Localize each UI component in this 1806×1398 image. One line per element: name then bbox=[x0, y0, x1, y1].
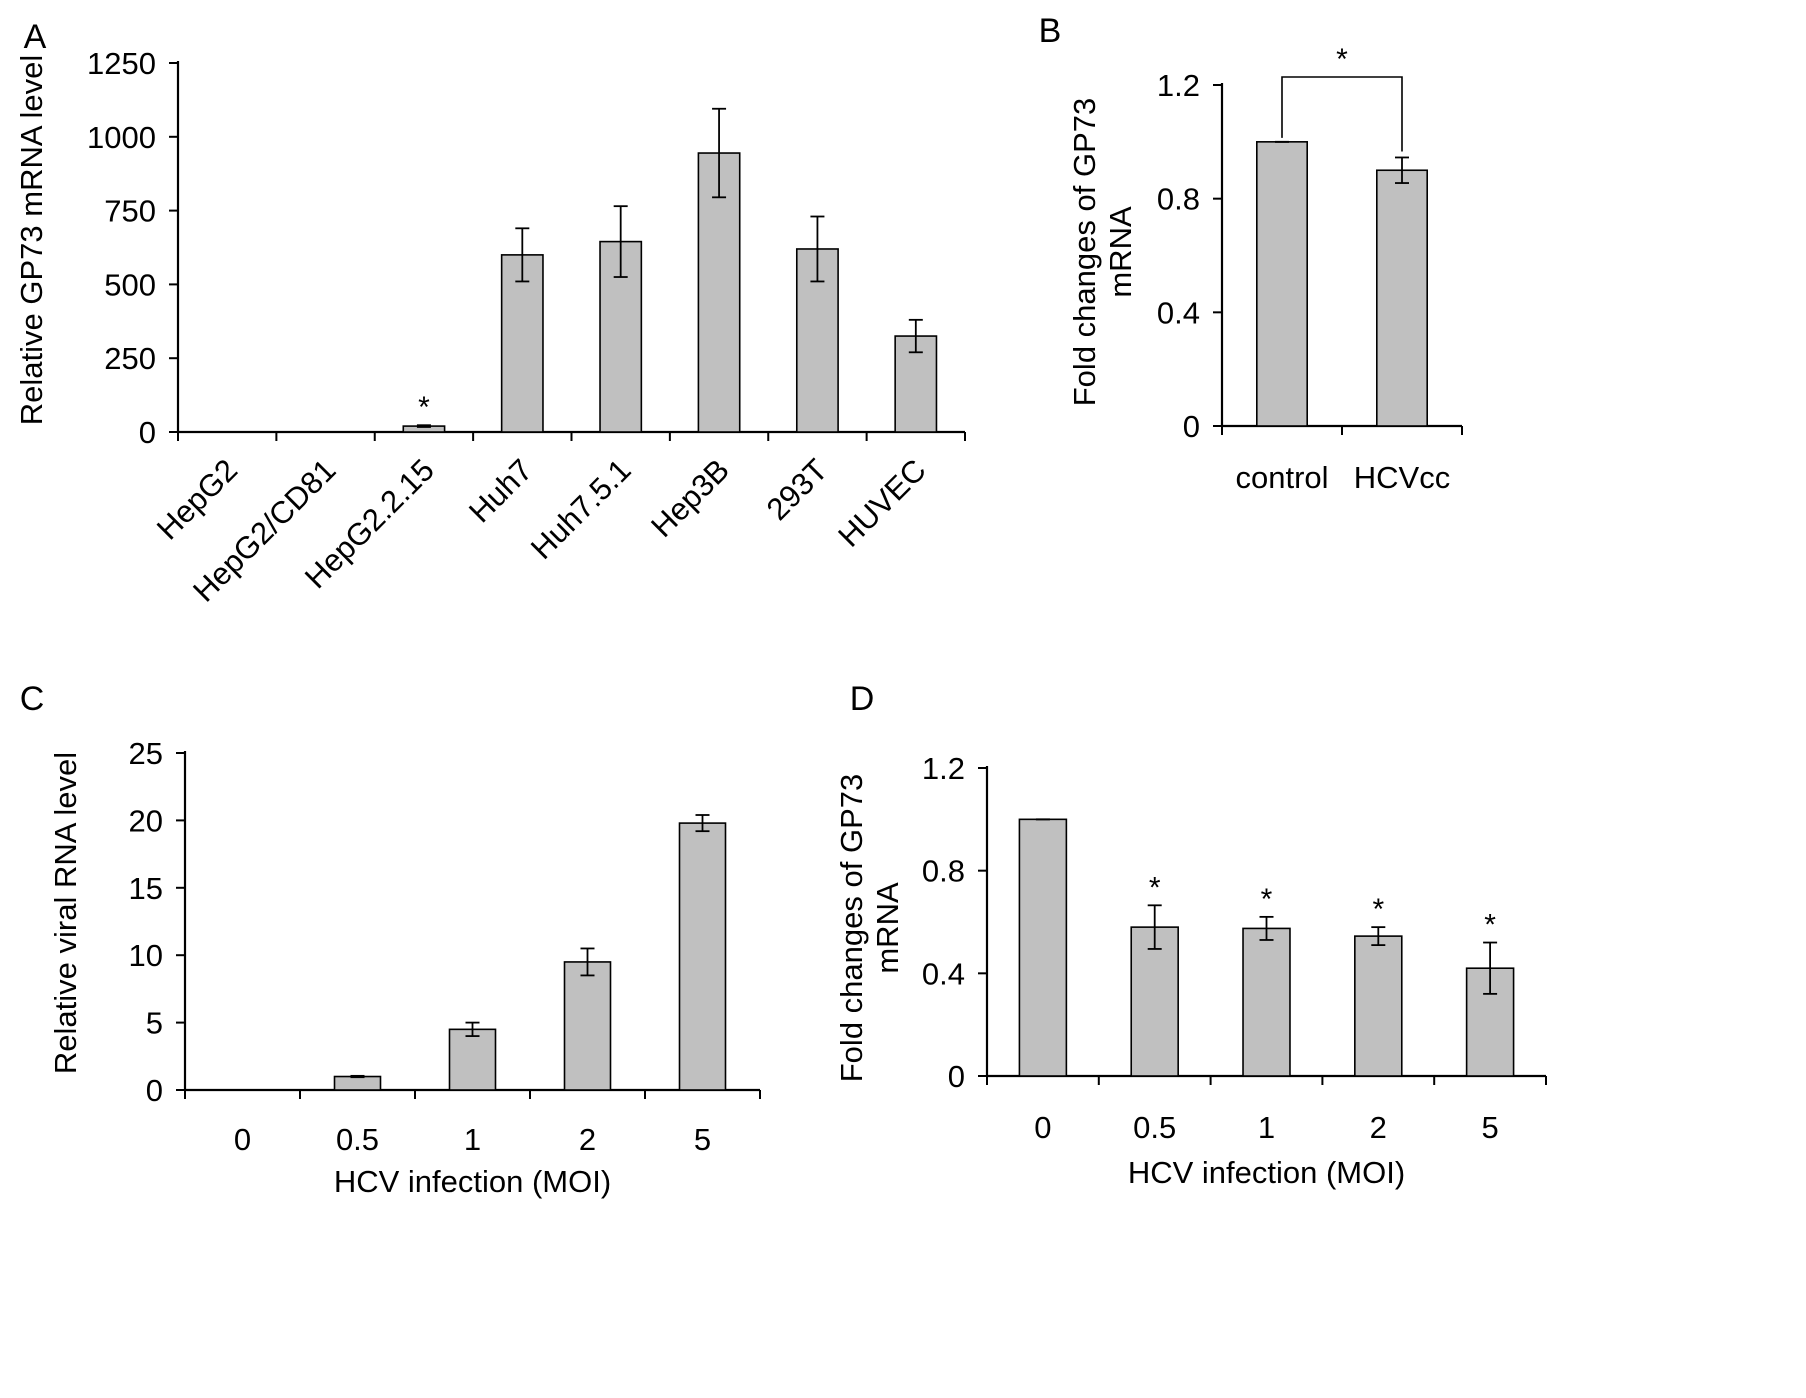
x-tick-label: 1 bbox=[464, 1122, 481, 1157]
x-tick-label: Huh7.5.1 bbox=[524, 452, 638, 566]
y-tick-label: 0 bbox=[948, 1059, 965, 1094]
y-axis-title: Relative GP73 mRNA level bbox=[14, 55, 49, 425]
panel-b-chart: B 0 0.4 0.8 1.2 control HCVcc * Fold changes of … bbox=[1039, 12, 1463, 495]
panel-d-chart: D 0 0.4 0.8 1.2 0 0.5 1 2 5 * * * * Fold changes of GP… bbox=[834, 680, 1547, 1190]
x-tick-label: Hep3B bbox=[644, 452, 736, 544]
y-tick-label: 250 bbox=[104, 341, 156, 376]
y-tick-label: 25 bbox=[129, 736, 163, 771]
y-tick-label: 5 bbox=[146, 1006, 163, 1041]
x-tick-label: 0 bbox=[234, 1122, 251, 1157]
significance-star: * bbox=[1261, 883, 1273, 916]
y-axis-title-line-2: mRNA bbox=[1103, 206, 1138, 298]
x-tick-label: 2 bbox=[579, 1122, 596, 1157]
x-tick-label: 2 bbox=[1370, 1110, 1387, 1145]
bar bbox=[1130, 926, 1179, 1077]
bar bbox=[1354, 935, 1403, 1077]
y-tick-label: 15 bbox=[129, 871, 163, 906]
x-axis-title: HCV infection (MOI) bbox=[1128, 1155, 1405, 1190]
bar bbox=[1242, 927, 1291, 1077]
bar bbox=[697, 152, 741, 433]
x-axis-title: HCV infection (MOI) bbox=[334, 1164, 611, 1199]
y-tick-label: 1250 bbox=[87, 46, 156, 81]
y-axis-title: Fold changes of GP73mRNA bbox=[834, 774, 905, 1082]
y-tick-label: 0 bbox=[139, 415, 156, 450]
y-axis-title: Fold changes of GP73mRNA bbox=[1067, 98, 1138, 406]
x-tick-label: HCVcc bbox=[1354, 460, 1450, 495]
x-tick-label: 5 bbox=[1481, 1110, 1498, 1145]
x-tick-label: 0.5 bbox=[1133, 1110, 1176, 1145]
significance-star: * bbox=[1149, 871, 1161, 904]
y-tick-label: 500 bbox=[104, 267, 156, 302]
x-tick-label: HUVEC bbox=[831, 452, 932, 553]
significance-bracket bbox=[1281, 76, 1403, 152]
y-axis-title-line-1: Fold changes of GP73 bbox=[1067, 98, 1102, 406]
bar bbox=[448, 1028, 497, 1091]
significance-star: * bbox=[1336, 43, 1348, 76]
y-tick-label: 750 bbox=[104, 194, 156, 229]
y-tick-label: 1000 bbox=[87, 120, 156, 155]
significance-star: * bbox=[1372, 893, 1384, 926]
panel-label: C bbox=[20, 680, 45, 718]
significance-star: * bbox=[418, 391, 430, 424]
y-tick-label: 0 bbox=[146, 1073, 163, 1108]
y-tick-label: 0.8 bbox=[1157, 182, 1200, 217]
panel-label: A bbox=[24, 18, 47, 56]
x-tick-label: 0 bbox=[1034, 1110, 1051, 1145]
panel-label: D bbox=[850, 680, 875, 718]
y-tick-label: 20 bbox=[129, 803, 163, 838]
x-tick-label: Huh7 bbox=[462, 452, 539, 529]
x-tick-label: 1 bbox=[1258, 1110, 1275, 1145]
bar bbox=[500, 254, 544, 433]
bar bbox=[1018, 818, 1068, 1077]
bar bbox=[563, 961, 612, 1091]
y-axis-title: Relative viral RNA level bbox=[48, 752, 83, 1074]
y-tick-label: 1.2 bbox=[922, 751, 965, 786]
x-tick-label: 0.5 bbox=[336, 1122, 379, 1157]
y-tick-label: 0 bbox=[1183, 409, 1200, 444]
x-tick-label: HepG2 bbox=[150, 452, 244, 546]
bar bbox=[1256, 141, 1309, 427]
y-tick-label: 0.8 bbox=[922, 854, 965, 889]
y-axis-title-line-2: mRNA bbox=[870, 882, 905, 974]
y-tick-label: 1.2 bbox=[1157, 68, 1200, 103]
significance-star: * bbox=[1484, 909, 1496, 942]
y-axis-title-line-1: Fold changes of GP73 bbox=[834, 774, 869, 1082]
y-tick-label: 0.4 bbox=[922, 956, 965, 991]
panel-a-chart: A025050075010001250HepG2HepG2/CD81HepG2.… bbox=[14, 18, 966, 609]
panel-label: B bbox=[1039, 12, 1062, 50]
y-tick-label: 0.4 bbox=[1157, 295, 1200, 330]
bar bbox=[333, 1075, 382, 1091]
x-tick-label: control bbox=[1235, 460, 1328, 495]
x-tick-label: 293T bbox=[760, 452, 835, 527]
bar bbox=[1376, 169, 1429, 427]
bar bbox=[678, 822, 727, 1091]
y-tick-label: 10 bbox=[129, 938, 163, 973]
x-tick-label: 5 bbox=[694, 1122, 711, 1157]
